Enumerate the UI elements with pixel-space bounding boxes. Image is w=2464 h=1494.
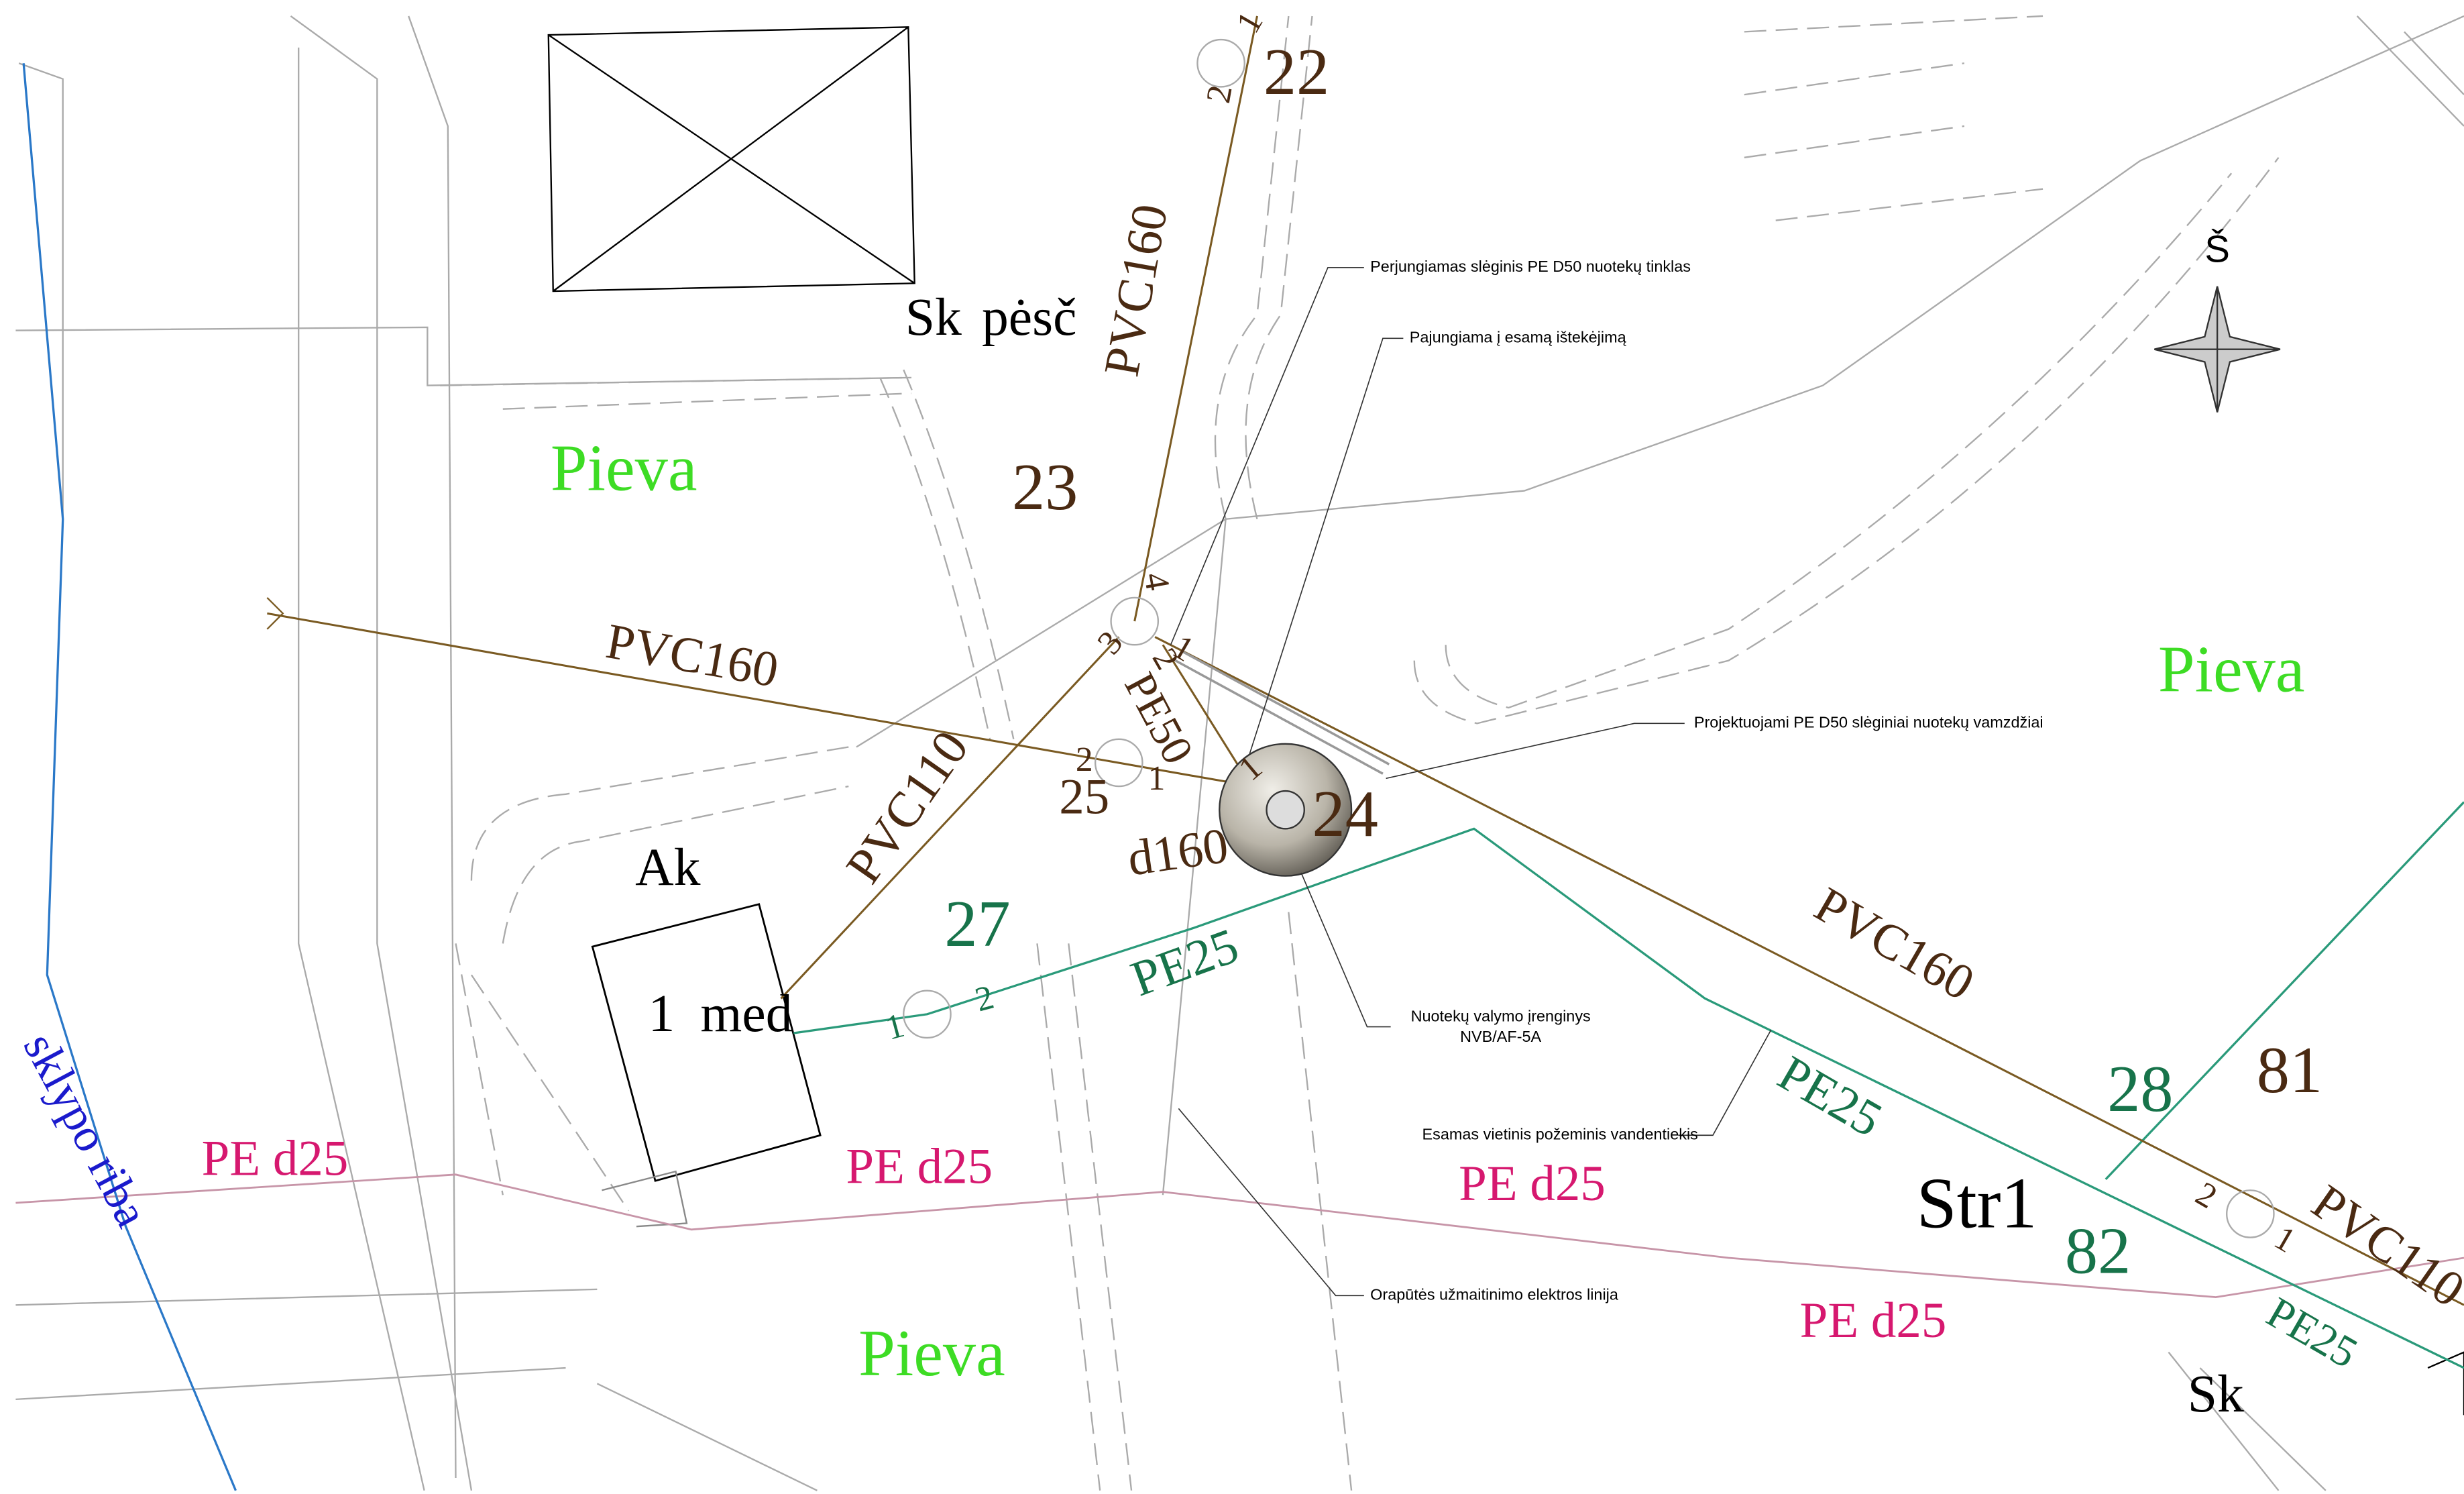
well-number: 82 — [2065, 1215, 2131, 1288]
building-label: Ak — [635, 838, 701, 897]
pipe-label: PVC160 — [1094, 200, 1179, 380]
north-label: Š — [2204, 227, 2230, 270]
well-number: 24 — [1312, 778, 1378, 851]
annotation: Esamas vietinis požeminis vandentiekis — [1422, 1125, 1698, 1142]
building-label: pėsč — [982, 288, 1077, 347]
pressure-pipe-label: PE d25 — [846, 1138, 993, 1194]
annotation: Pajungiama į esamą ištekėjimą — [1410, 328, 1627, 345]
boundary-label: sklypo riba — [13, 1024, 158, 1235]
building-label: Sk — [2188, 1365, 2244, 1424]
building-label: Str1 — [1917, 1163, 2037, 1243]
pipe-label: PE25 — [2259, 1288, 2365, 1377]
node-number: 1 — [1229, 5, 1270, 40]
area-label: Pieva — [551, 432, 697, 505]
pipe-label: PVC160 — [1805, 877, 1983, 1012]
annotation: Orapūtės užmaitinimo elektros linija — [1370, 1285, 1619, 1303]
pipe-label: d160 — [1124, 818, 1231, 887]
node-number: 1 — [1148, 759, 1166, 798]
annotation: Projektuojami PE D50 slėginiai nuotekų v… — [1694, 714, 2043, 731]
node-number: 2 — [1199, 83, 1240, 106]
pipe-label: PVC110 — [2302, 1174, 2464, 1318]
area-label: Pieva — [858, 1317, 1005, 1390]
pressure-pipe-label: PE d25 — [202, 1131, 349, 1187]
pressure-pipe-label: PE d25 — [1459, 1156, 1606, 1212]
node-number: 2 — [2189, 1175, 2223, 1216]
node-number: 4 — [1136, 570, 1177, 593]
well-number: 23 — [1012, 451, 1078, 524]
area-label: Pieva — [2158, 633, 2305, 706]
well-number: 28 — [2107, 1053, 2173, 1126]
annotation: NVB/AF-5A — [1460, 1028, 1541, 1045]
annotation: Perjungiamas slėginis PE D50 nuotekų tin… — [1370, 258, 1691, 275]
node-number: 1 — [2267, 1218, 2302, 1260]
pipe-label: PVC160 — [602, 613, 783, 698]
well-number: 27 — [944, 888, 1010, 961]
well-number: 22 — [1264, 36, 1329, 109]
building-label: 1 — [649, 984, 675, 1043]
node-number: 2 — [971, 978, 998, 1020]
annotation: Nuotekų valymo įrenginys — [1411, 1008, 1591, 1025]
site-plan: 22 23 24 25 27 28 81 82 PVC160 PVC160 PV… — [0, 0, 2464, 1494]
pipe-label: PE50 — [1115, 665, 1202, 771]
building-label: med — [700, 984, 792, 1043]
building-label: Sk — [905, 288, 962, 347]
node-number: 2 — [1076, 741, 1093, 779]
pressure-pipe-label: PE d25 — [1800, 1293, 1947, 1348]
well-number: 81 — [2257, 1034, 2322, 1107]
node-number: 3 — [1090, 624, 1130, 661]
north-arrow — [2154, 286, 2280, 412]
